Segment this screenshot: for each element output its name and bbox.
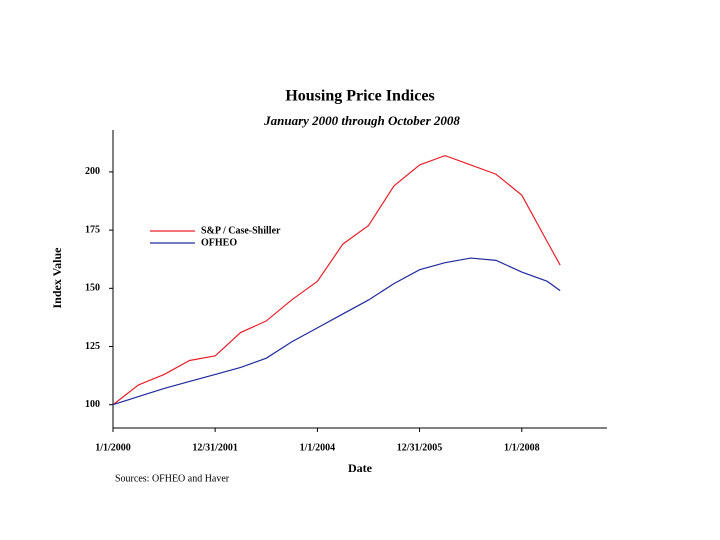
x-tick-label: 1/1/2008 (504, 442, 540, 453)
y-axis-title: Index Value (50, 247, 64, 309)
legend-label: S&P / Case-Shiller (201, 225, 281, 236)
x-tick-label: 1/1/2004 (300, 442, 336, 453)
y-tick-label: 200 (85, 166, 100, 177)
y-tick-label: 125 (85, 341, 100, 352)
legend-label: OFHEO (201, 237, 237, 248)
chart-subtitle: January 2000 through October 2008 (263, 113, 460, 128)
source-note: Sources: OFHEO and Haver (115, 473, 230, 484)
y-tick-label: 175 (85, 224, 100, 235)
series-line (112, 257, 561, 406)
y-tick-label: 150 (85, 283, 100, 294)
y-tick-label: 100 (85, 399, 100, 410)
x-tick-label: 1/1/2000 (95, 442, 131, 453)
chart-title: Housing Price Indices (285, 88, 434, 105)
x-tick-label: 12/31/2005 (397, 442, 443, 453)
x-tick-label: 12/31/2001 (192, 442, 238, 453)
series-line (112, 154, 561, 406)
x-axis-title: Date (348, 461, 373, 475)
